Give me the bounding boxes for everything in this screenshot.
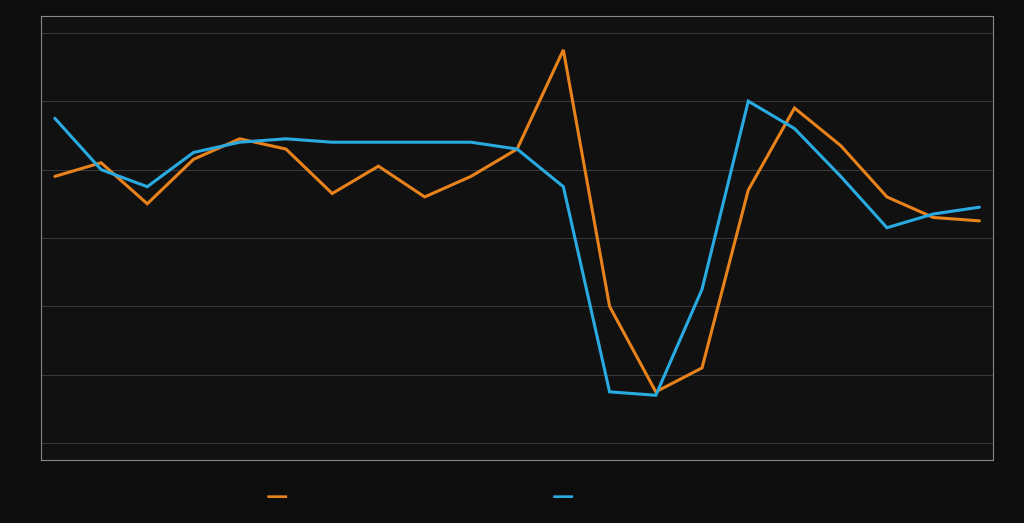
Text: —: — (265, 487, 288, 507)
Text: —: — (552, 487, 574, 507)
